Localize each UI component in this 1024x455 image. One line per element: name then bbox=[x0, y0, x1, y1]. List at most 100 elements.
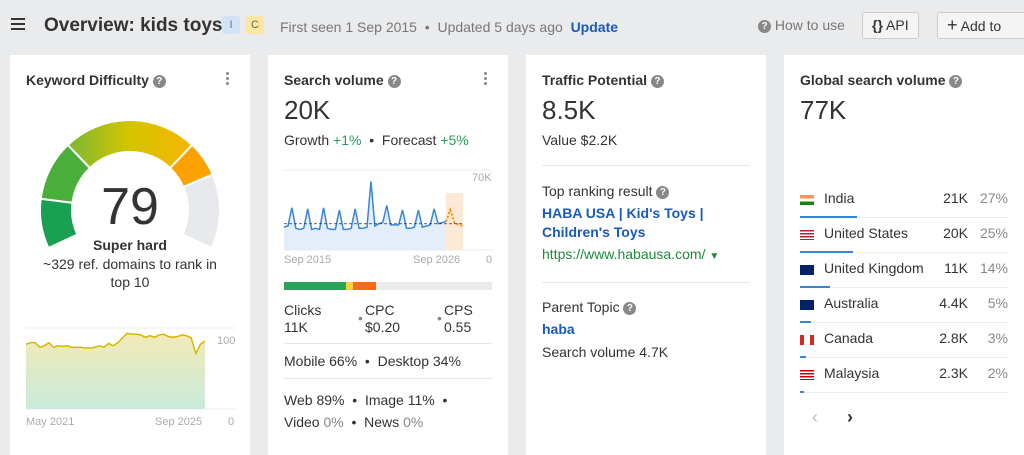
country-share: 27% bbox=[979, 190, 1008, 206]
how-to-use-label: How to use bbox=[774, 17, 845, 33]
country-share: 14% bbox=[979, 260, 1008, 276]
country-share-bar bbox=[800, 251, 853, 253]
sv-trend-chart bbox=[283, 169, 492, 251]
traffic-potential-card: Traffic Potential ? 8.5K Value $2.2K Top… bbox=[526, 55, 766, 455]
country-row[interactable]: Malaysia 2.3K 2% bbox=[800, 358, 1008, 393]
search-volume-card: Search volume ? 20K Growth +1% • Forecas… bbox=[268, 55, 508, 455]
parent-topic-volume: Search volume 4.7K bbox=[542, 344, 669, 360]
tp-value-usd: Value $2.2K bbox=[542, 132, 618, 148]
intent-badge-informational: I bbox=[222, 16, 240, 34]
update-link[interactable]: Update bbox=[570, 19, 619, 35]
braces-icon: {} bbox=[872, 17, 883, 33]
flag-icon bbox=[800, 370, 814, 380]
country-share: 2% bbox=[987, 365, 1008, 381]
top-result-url[interactable]: https://www.habausa.com/ ▼ bbox=[542, 246, 720, 262]
kd-gauge bbox=[39, 119, 221, 250]
country-row[interactable]: India 21K 27% bbox=[800, 183, 1008, 218]
clicks-bar-segment bbox=[284, 282, 347, 290]
country-volume: 21K bbox=[943, 190, 968, 206]
cps: CPS 0.55 bbox=[444, 302, 473, 335]
updated: Updated 5 days ago bbox=[437, 19, 563, 35]
sv-y-max: 70K bbox=[472, 172, 492, 184]
sv-forecast-line bbox=[445, 207, 464, 227]
gauge-segment bbox=[181, 173, 221, 250]
kd-trend-area bbox=[26, 333, 205, 409]
plus-icon: + bbox=[947, 15, 958, 35]
sv-x-start: Sep 2015 bbox=[284, 254, 332, 266]
country-volume: 2.3K bbox=[939, 365, 968, 381]
sv-value: 20K bbox=[284, 95, 331, 125]
gsv-title: Global search volume ? bbox=[800, 72, 963, 88]
cpc: CPC $0.20 bbox=[365, 302, 401, 335]
help-icon[interactable]: ? bbox=[949, 75, 963, 88]
country-share: 5% bbox=[987, 295, 1008, 311]
top-result-title-link[interactable]: HABA USA | Kid's Toys | Children's Toys bbox=[542, 205, 704, 240]
sv-x-end: Sep 2026 bbox=[413, 254, 461, 266]
help-icon[interactable]: ? bbox=[152, 75, 166, 88]
country-share: 25% bbox=[979, 225, 1008, 241]
api-button[interactable]: {} API bbox=[862, 12, 919, 39]
country-share-bar bbox=[800, 286, 830, 288]
growth-forecast: Growth +1% • Forecast +5% bbox=[284, 132, 469, 148]
country-volume: 11K bbox=[944, 260, 968, 276]
country-name: Malaysia bbox=[824, 365, 880, 381]
kd-trend-chart bbox=[25, 327, 236, 410]
clicks: Clicks 11K bbox=[284, 302, 322, 335]
country-name: United States bbox=[824, 225, 909, 241]
add-to-button[interactable]: + Add to bbox=[937, 12, 1024, 39]
header: Overview: kids toys I C First seen 1 Sep… bbox=[0, 0, 1024, 52]
country-row[interactable]: Australia 4.4K 5% bbox=[800, 288, 1008, 323]
country-share-bar bbox=[800, 391, 805, 393]
country-volume: 2.8K bbox=[939, 330, 968, 346]
country-name: Canada bbox=[824, 330, 874, 346]
help-icon[interactable]: ? bbox=[387, 75, 401, 88]
country-row[interactable]: United States 20K 25% bbox=[800, 218, 1008, 253]
country-share: 3% bbox=[987, 330, 1008, 346]
kd-y-min: 0 bbox=[228, 416, 235, 428]
page-title: Overview: kids toys bbox=[44, 15, 223, 36]
clicks-bar-segment bbox=[352, 282, 376, 290]
more-options-icon[interactable] bbox=[226, 72, 230, 87]
help-icon: ? bbox=[758, 20, 771, 33]
clicks-bar-segment bbox=[346, 282, 353, 290]
api-label: API bbox=[886, 17, 909, 33]
tp-value: 8.5K bbox=[542, 95, 596, 125]
kd-title: Keyword Difficulty ? bbox=[26, 72, 166, 88]
help-icon: ? bbox=[623, 302, 637, 315]
serp-type-split: Web 89% • Image 11% • Video 0% • News 0% bbox=[284, 392, 448, 430]
intent-badge-commercial: C bbox=[246, 16, 264, 34]
prev-page-icon[interactable]: ‹ bbox=[812, 407, 818, 427]
device-split: Mobile 66% • Desktop 34% bbox=[284, 353, 461, 369]
top-ranking-label: Top ranking result ? bbox=[542, 183, 670, 199]
country-volume: 4.4K bbox=[939, 295, 968, 311]
country-row[interactable]: United Kingdom 11K 14% bbox=[800, 253, 1008, 288]
sv-y-min: 0 bbox=[486, 254, 493, 266]
country-share-bar bbox=[800, 216, 857, 218]
global-search-volume-card: Global search volume ? 77K India 21K 27%… bbox=[784, 55, 1024, 455]
menu-icon[interactable] bbox=[11, 18, 25, 33]
country-share-bar bbox=[800, 321, 811, 323]
add-to-label: Add to bbox=[960, 18, 1002, 34]
flag-icon bbox=[800, 335, 814, 345]
sv-title: Search volume ? bbox=[284, 72, 401, 88]
flag-icon bbox=[800, 265, 814, 275]
kd-description: ~329 ref. domains to rank in top 10 bbox=[43, 256, 217, 290]
help-icon[interactable]: ? bbox=[650, 75, 664, 88]
flag-icon bbox=[800, 300, 814, 310]
clicks-distribution-bar bbox=[284, 282, 492, 290]
sv-history-line bbox=[283, 181, 447, 231]
country-row[interactable]: Canada 2.8K 3% bbox=[800, 323, 1008, 358]
flag-icon bbox=[800, 195, 814, 205]
kd-x-start: May 2021 bbox=[26, 416, 75, 428]
country-share-bar bbox=[800, 356, 807, 358]
how-to-use-link[interactable]: ? How to use bbox=[758, 17, 845, 33]
next-page-icon[interactable]: › bbox=[847, 407, 853, 427]
gauge-segment bbox=[66, 119, 194, 170]
more-options-icon[interactable] bbox=[484, 72, 488, 87]
kd-x-end: Sep 2025 bbox=[155, 416, 203, 428]
country-volume: 20K bbox=[943, 225, 968, 241]
country-name: Australia bbox=[824, 295, 879, 311]
parent-topic-link[interactable]: haba bbox=[542, 321, 575, 337]
kd-score: 79 bbox=[101, 178, 159, 236]
kd-label: Super hard bbox=[93, 237, 167, 253]
